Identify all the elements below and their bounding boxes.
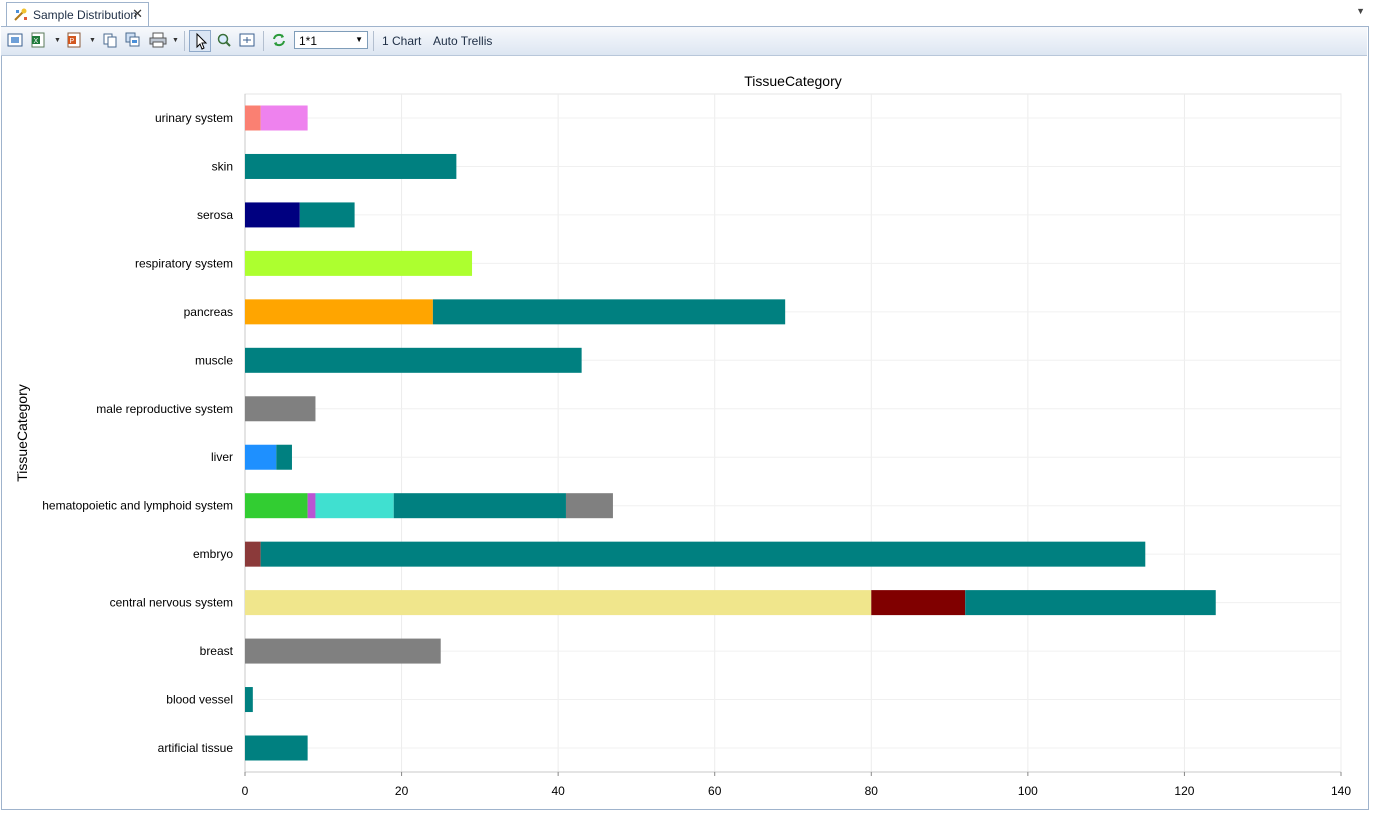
- category-label: breast: [200, 644, 234, 658]
- excel-dropdown-icon[interactable]: ▼: [54, 37, 61, 44]
- category-label: muscle: [195, 353, 233, 367]
- layout-select[interactable]: 1*1 ▼: [294, 31, 368, 49]
- toolbar: X ▼ P ▼ ▼ 1*1 ▼ 1 Chart Auto Trellis: [1, 27, 1367, 56]
- grid: [244, 93, 1342, 773]
- bar-segment[interactable]: [276, 444, 292, 470]
- copy-all-icon[interactable]: [125, 32, 141, 50]
- x-tick-label: 40: [551, 784, 565, 798]
- bar-segment[interactable]: [245, 444, 277, 470]
- bars: [245, 105, 1216, 761]
- category-label: central nervous system: [110, 596, 233, 610]
- x-tick-label: 120: [1174, 784, 1194, 798]
- category-label: respiratory system: [135, 256, 233, 270]
- category-label: hematopoietic and lymphoid system: [42, 499, 233, 513]
- category-label: skin: [212, 159, 233, 173]
- close-icon[interactable]: ✕: [132, 6, 143, 21]
- x-axis-ticks: 0 20 40 60 80 100 120 140: [242, 772, 1351, 798]
- bar-segment[interactable]: [245, 250, 473, 276]
- chart-title: TissueCategory: [744, 73, 842, 89]
- x-tick-label: 20: [395, 784, 409, 798]
- bar-segment[interactable]: [245, 153, 457, 179]
- auto-trellis-button[interactable]: Auto Trellis: [433, 34, 493, 48]
- fit-icon[interactable]: [239, 32, 255, 50]
- plot-area: [244, 93, 1342, 773]
- bar-segment[interactable]: [245, 638, 441, 664]
- copy-icon[interactable]: [102, 32, 118, 50]
- bar-segment[interactable]: [245, 493, 308, 519]
- bar-segment[interactable]: [245, 299, 433, 325]
- x-tick-label: 80: [865, 784, 879, 798]
- bar-segment[interactable]: [307, 493, 316, 519]
- category-label: male reproductive system: [96, 402, 233, 416]
- bar-segment[interactable]: [565, 493, 613, 519]
- category-label: embryo: [193, 547, 233, 561]
- category-label: pancreas: [184, 305, 233, 319]
- excel-icon[interactable]: X: [30, 32, 46, 50]
- bar-segment[interactable]: [965, 590, 1216, 616]
- x-tick-label: 60: [708, 784, 722, 798]
- powerpoint-dropdown-icon[interactable]: ▼: [89, 37, 96, 44]
- chart-count-button[interactable]: 1 Chart: [382, 34, 422, 48]
- tab-strip: Sample Distribution ✕ ▼: [0, 0, 1373, 27]
- bar-segment[interactable]: [245, 105, 261, 131]
- print-icon[interactable]: [149, 32, 167, 50]
- category-label: liver: [211, 450, 233, 464]
- bar-segment[interactable]: [245, 590, 872, 616]
- bar-segment[interactable]: [299, 202, 355, 228]
- zoom-icon[interactable]: [216, 32, 232, 50]
- chart-wand-icon: [13, 7, 29, 23]
- chevron-down-icon: ▼: [355, 35, 363, 44]
- category-label: artificial tissue: [158, 741, 234, 755]
- bar-segment[interactable]: [432, 299, 786, 325]
- bar-segment[interactable]: [245, 202, 300, 228]
- tab-sample-distribution[interactable]: Sample Distribution ✕: [6, 2, 149, 26]
- bar-segment[interactable]: [393, 493, 566, 519]
- bar-segment[interactable]: [245, 541, 261, 567]
- bar-segment[interactable]: [315, 493, 394, 519]
- bar-segment[interactable]: [245, 347, 582, 373]
- svg-text:P: P: [70, 38, 75, 45]
- y-axis-label: TissueCategory: [14, 384, 30, 482]
- category-labels: urinary system skin serosa respiratory syst…: [42, 111, 233, 755]
- category-label: serosa: [197, 208, 233, 222]
- bar-segment[interactable]: [245, 396, 316, 422]
- bar-segment[interactable]: [871, 590, 966, 616]
- tab-title: Sample Distribution: [33, 8, 138, 22]
- category-label: blood vessel: [166, 693, 233, 707]
- svg-text:X: X: [34, 38, 39, 45]
- tab-menu-arrow-icon[interactable]: ▼: [1356, 6, 1365, 16]
- x-tick-label: 100: [1018, 784, 1038, 798]
- x-tick-label: 140: [1331, 784, 1351, 798]
- bar-segment[interactable]: [260, 541, 1146, 567]
- category-label: urinary system: [155, 111, 233, 125]
- layout-select-value: 1*1: [299, 34, 318, 48]
- pointer-icon[interactable]: [189, 30, 211, 52]
- refresh-icon[interactable]: [271, 32, 287, 50]
- bar-segment[interactable]: [260, 105, 308, 131]
- print-dropdown-icon[interactable]: ▼: [172, 37, 179, 44]
- export-image-icon[interactable]: [7, 32, 23, 50]
- x-tick-label: 0: [242, 784, 249, 798]
- chart-panel: [1, 26, 1369, 810]
- bar-segment[interactable]: [245, 687, 253, 713]
- bar-segment[interactable]: [245, 735, 308, 761]
- powerpoint-icon[interactable]: P: [66, 32, 82, 50]
